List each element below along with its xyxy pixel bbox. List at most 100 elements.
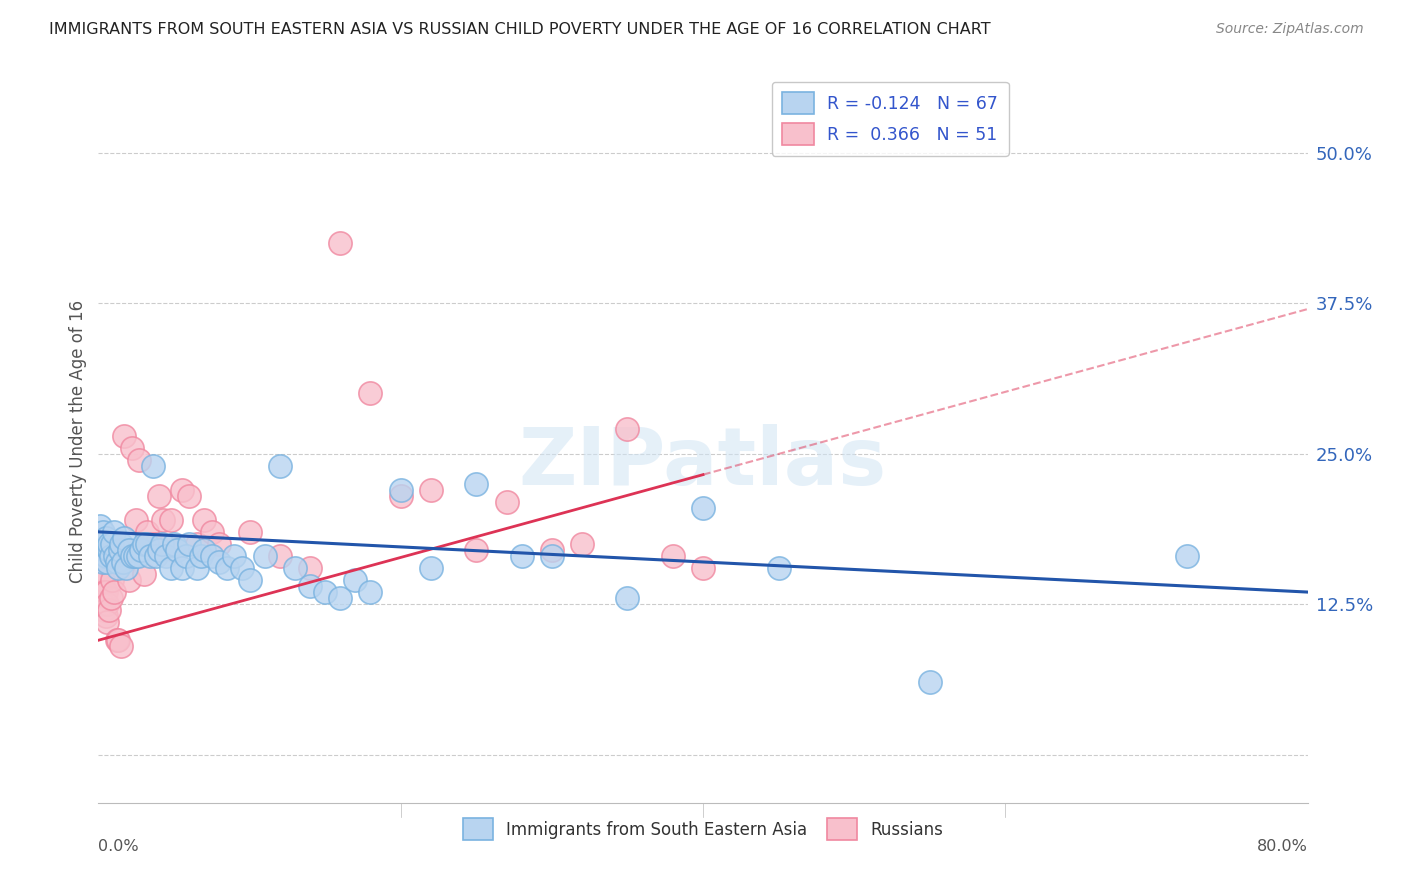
Point [201,549,224,563]
Point [91,573,114,587]
Point [166,542,188,557]
Point [93,603,115,617]
Legend: Immigrants from South Eastern Asia, Russians: Immigrants from South Eastern Asia, Russ… [456,812,950,847]
Point [89,561,111,575]
Point [118,542,141,557]
Point [215,561,238,575]
Point [360,585,382,599]
Point [100,549,122,563]
Point [89,519,111,533]
Point [127,549,149,563]
Point [98,603,121,617]
Point [128,452,150,467]
Point [193,542,215,557]
Point [93,542,115,557]
Point [239,524,262,539]
Point [125,513,148,527]
Point [94,585,117,599]
Point [104,549,127,563]
Point [107,561,129,575]
Point [389,489,412,503]
Point [231,561,253,575]
Point [94,609,117,624]
Point [105,555,128,569]
Point [186,537,208,551]
Point [145,537,167,551]
Point [918,675,941,690]
Point [103,524,125,539]
Point [163,537,186,551]
Point [239,573,262,587]
Point [114,561,136,575]
Point [179,489,201,503]
Point [571,537,593,551]
Point [101,537,124,551]
Point [132,537,155,551]
Point [284,561,307,575]
Point [105,633,128,648]
Point [389,483,412,497]
Point [329,235,352,250]
Point [101,573,124,587]
Text: 0.0%: 0.0% [98,838,139,854]
Point [768,561,790,575]
Point [129,542,152,557]
Point [160,561,183,575]
Point [139,549,162,563]
Point [344,573,367,587]
Point [224,549,246,563]
Point [314,585,336,599]
Point [179,537,201,551]
Point [420,561,443,575]
Point [329,591,352,606]
Point [465,542,488,557]
Point [692,561,714,575]
Point [141,537,163,551]
Text: IMMIGRANTS FROM SOUTH EASTERN ASIA VS RUSSIAN CHILD POVERTY UNDER THE AGE OF 16 : IMMIGRANTS FROM SOUTH EASTERN ASIA VS RU… [49,22,991,37]
Point [495,494,517,508]
Point [420,483,443,497]
Point [299,579,322,593]
Point [142,458,165,473]
Point [510,549,533,563]
Point [148,542,170,557]
Point [193,513,215,527]
Point [112,428,135,442]
Point [132,567,155,582]
Point [208,537,231,551]
Point [91,555,114,569]
Point [110,537,132,551]
Point [148,489,170,503]
Point [360,386,382,401]
Y-axis label: Child Poverty Under the Age of 16: Child Poverty Under the Age of 16 [69,300,87,583]
Point [616,423,638,437]
Point [661,549,683,563]
Point [186,561,208,575]
Point [145,549,167,563]
Point [253,549,276,563]
Point [269,458,291,473]
Point [111,555,134,569]
Point [1175,549,1198,563]
Point [96,555,118,569]
Point [201,524,224,539]
Point [190,549,212,563]
Point [540,542,562,557]
Point [170,483,193,497]
Point [692,500,714,515]
Point [299,561,322,575]
Point [91,524,114,539]
Point [98,542,121,557]
Point [269,549,291,563]
Point [135,524,157,539]
Point [118,573,141,587]
Point [94,531,117,545]
Point [155,549,177,563]
Point [90,573,112,587]
Point [160,513,183,527]
Point [121,549,143,563]
Point [465,476,488,491]
Point [96,615,118,630]
Point [96,597,118,611]
Point [616,591,638,606]
